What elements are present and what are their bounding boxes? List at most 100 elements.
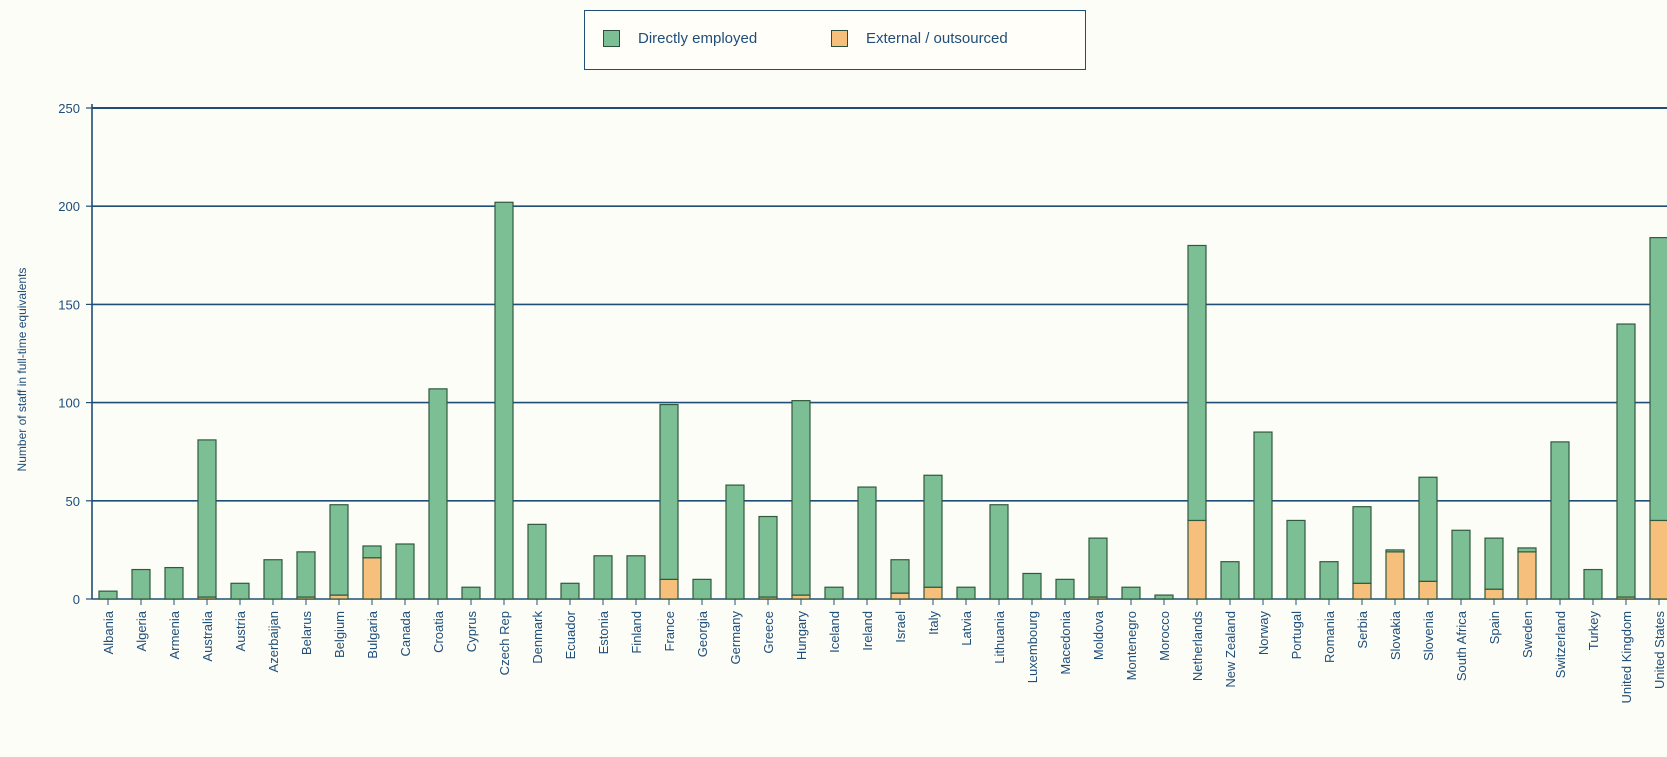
bar-direct-armenia [164,566,184,600]
bar-direct-azerbaijan [263,559,283,600]
bar-direct-norway [1253,431,1273,600]
x-tick-label-slovakia: Slovakia [1388,610,1403,660]
bar-direct-germany [725,484,745,600]
x-tick-label-moldova: Moldova [1091,610,1106,660]
x-tick-label-portugal: Portugal [1289,611,1304,660]
bar-direct-lithuania [989,504,1009,600]
bar-direct-moldova [1088,537,1108,598]
x-tick-label-denmark: Denmark [530,611,545,664]
bar-direct-denmark [527,523,547,600]
bar-direct-ireland [857,486,877,600]
bar-external-slovakia [1385,551,1405,600]
x-tick-label-latvia: Latvia [959,610,974,645]
y-tick-label-50: 50 [66,494,80,509]
x-tick-label-estonia: Estonia [596,610,611,654]
bar-direct-south-africa [1451,529,1471,600]
legend-label-external-outsourced: External / outsourced [866,30,1008,47]
bar-direct-turkey [1583,568,1603,600]
x-tick-label-norway: Norway [1256,611,1271,656]
legend-swatch-directly-employed [603,30,620,47]
bar-direct-estonia [593,555,613,600]
x-tick-label-germany: Germany [728,611,743,665]
bar-external-france [659,578,679,600]
legend-swatch-external-outsourced [831,30,848,47]
x-tick-label-ireland: Ireland [860,611,875,651]
x-tick-label-new-zealand: New Zealand [1223,611,1238,688]
x-tick-label-iceland: Iceland [827,611,842,653]
x-tick-label-greece: Greece [761,611,776,654]
legend-item-directly-employed: Directly employed [603,30,757,47]
x-tick-label-lithuania: Lithuania [992,610,1007,664]
y-tick-label-150: 150 [58,297,80,312]
bar-direct-slovakia [1385,549,1405,553]
bar-direct-montenegro [1121,586,1141,600]
x-tick-label-slovenia: Slovenia [1421,610,1436,661]
bar-direct-france [659,403,679,580]
y-tick-label-200: 200 [58,199,80,214]
x-tick-label-luxembourg: Luxembourg [1025,611,1040,683]
x-tick-label-algeria: Algeria [134,610,149,651]
bar-direct-belgium [329,504,349,596]
bar-direct-cyprus [461,586,481,600]
bar-external-bulgaria [362,557,382,600]
bar-direct-albania [98,590,118,600]
bar-direct-switzerland [1550,441,1570,600]
x-tick-label-united-kingdom: United Kingdom [1619,611,1634,704]
bar-direct-hungary [791,400,811,596]
x-tick-label-macedonia: Macedonia [1058,610,1073,674]
bar-direct-ecuador [560,582,580,600]
bar-direct-macedonia [1055,578,1075,600]
x-tick-label-united-states: United States [1652,611,1667,690]
y-tick-label-100: 100 [58,396,80,411]
bar-direct-luxembourg [1022,572,1042,600]
bar-direct-new-zealand [1220,561,1240,600]
x-tick-label-croatia: Croatia [431,610,446,653]
x-tick-label-switzerland: Switzerland [1553,611,1568,678]
x-tick-label-belgium: Belgium [332,611,347,658]
x-tick-label-spain: Spain [1487,611,1502,644]
x-tick-label-cyprus: Cyprus [464,611,479,653]
bar-external-italy [923,586,943,600]
bar-direct-croatia [428,388,448,600]
x-tick-label-ecuador: Ecuador [563,610,578,659]
x-tick-label-south-africa: South Africa [1454,610,1469,681]
x-tick-label-france: France [662,611,677,651]
bar-direct-finland [626,555,646,600]
bar-direct-spain [1484,537,1504,590]
bar-external-slovenia [1418,580,1438,600]
bar-direct-portugal [1286,519,1306,600]
x-tick-label-netherlands: Netherlands [1190,611,1205,682]
y-tick-label-250: 250 [58,101,80,116]
bar-direct-austria [230,582,250,600]
bar-direct-united-states [1649,237,1667,522]
bar-external-netherlands [1187,519,1207,600]
x-tick-label-romania: Romania [1322,610,1337,663]
x-tick-label-bulgaria: Bulgaria [365,610,380,658]
legend-item-external-outsourced: External / outsourced [831,30,1008,47]
bar-direct-italy [923,474,943,588]
bar-direct-netherlands [1187,244,1207,522]
bar-direct-algeria [131,568,151,600]
bar-direct-sweden [1517,547,1537,553]
chart-legend: Directly employed External / outsourced [584,10,1086,70]
bar-direct-greece [758,515,778,598]
x-tick-label-sweden: Sweden [1520,611,1535,658]
bar-direct-canada [395,543,415,600]
x-tick-label-australia: Australia [200,610,215,661]
bar-direct-australia [197,439,217,598]
bar-direct-latvia [956,586,976,600]
x-tick-label-italy: Italy [926,611,941,635]
bar-direct-united-kingdom [1616,323,1636,598]
bar-direct-belarus [296,551,316,598]
legend-label-directly-employed: Directly employed [638,30,758,47]
x-tick-label-montenegro: Montenegro [1124,611,1139,680]
bar-external-israel [890,592,910,600]
bar-direct-morocco [1154,594,1174,600]
bar-direct-iceland [824,586,844,600]
x-tick-label-israel: Israel [893,611,908,643]
x-tick-label-austria: Austria [233,610,248,651]
bar-direct-slovenia [1418,476,1438,582]
x-tick-label-hungary: Hungary [794,611,809,661]
x-tick-label-canada: Canada [398,610,413,656]
bar-direct-romania [1319,561,1339,600]
